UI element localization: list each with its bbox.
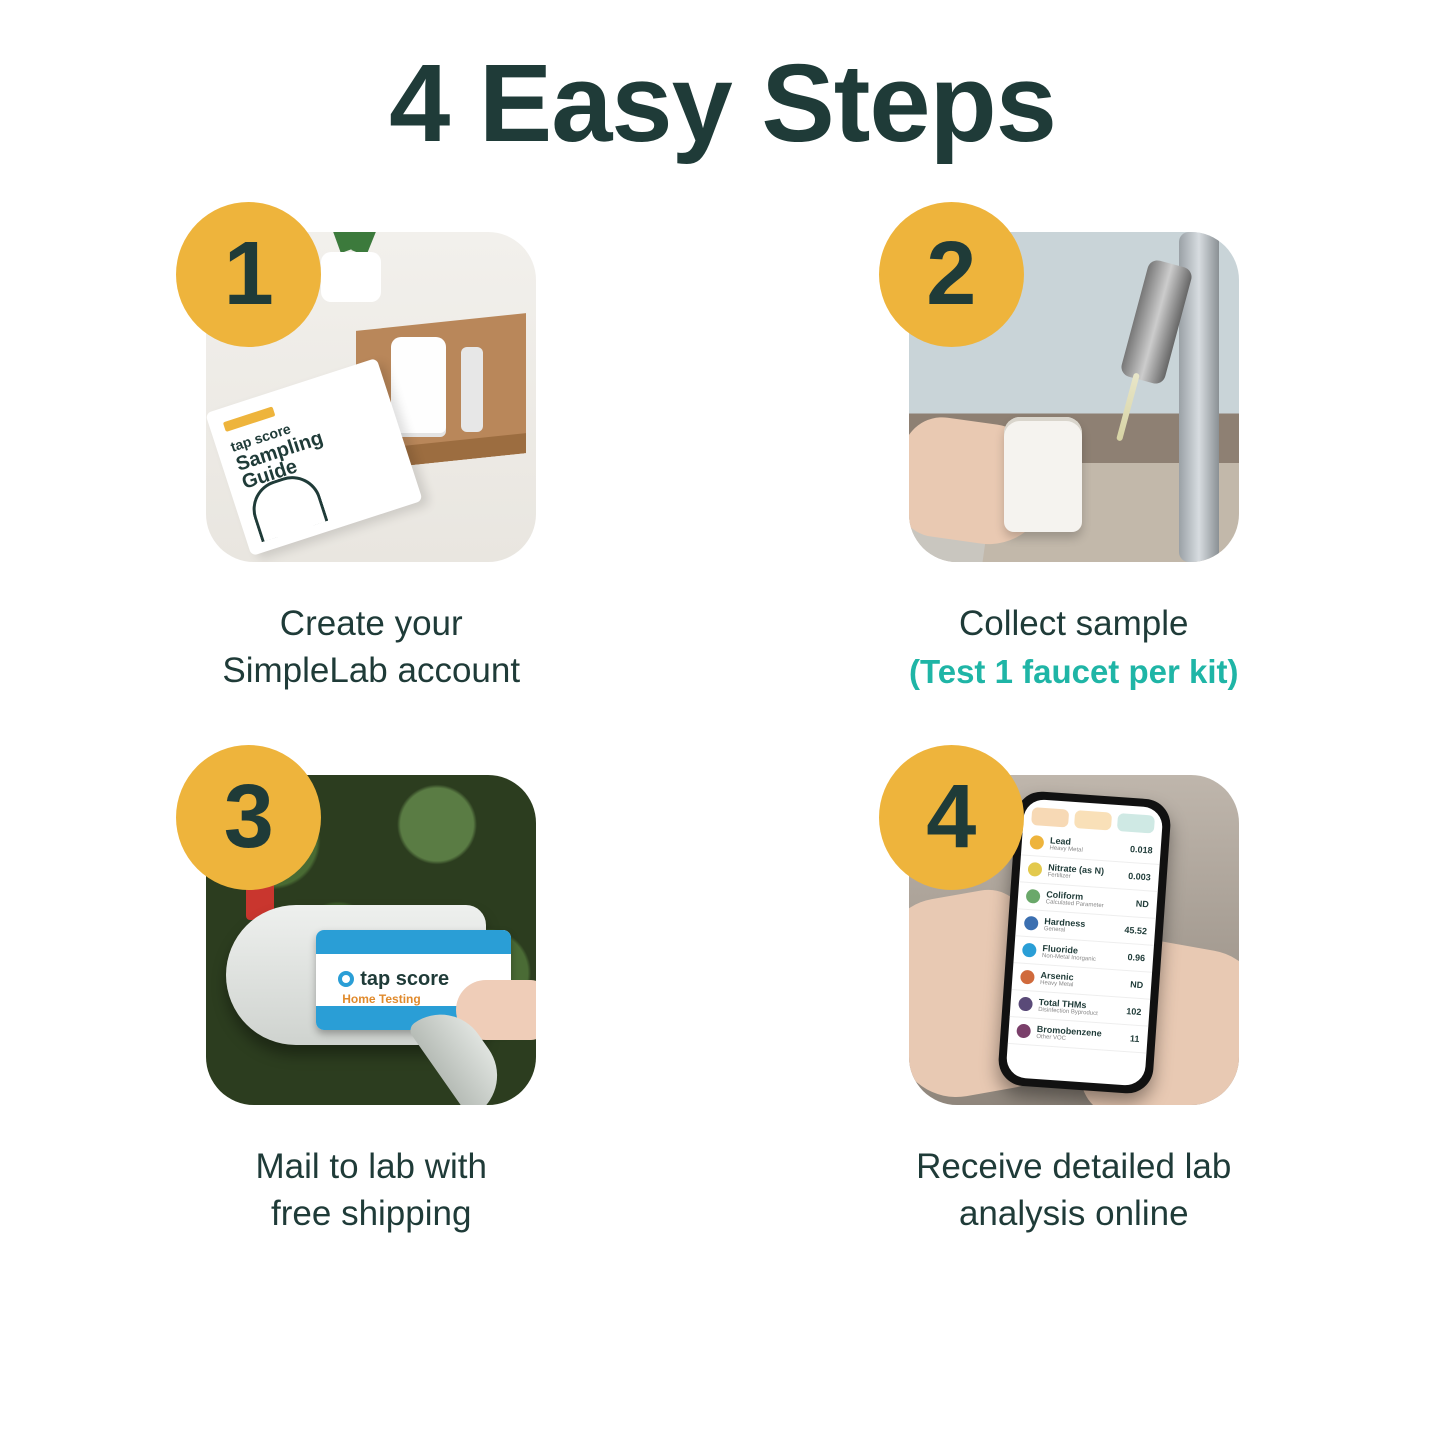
step-1-caption: Create your SimpleLab account xyxy=(222,600,520,695)
step-2-subcaption: (Test 1 faucet per kit) xyxy=(909,653,1238,691)
step-4-badge: 4 xyxy=(879,745,1024,890)
step-4-caption: Receive detailed lab analysis online xyxy=(916,1143,1231,1238)
results-list: LeadHeavy Metal0.018Nitrate (as N)Fertil… xyxy=(1007,828,1161,1053)
step-2-caption: Collect sample xyxy=(959,600,1189,647)
step-3-caption: Mail to lab with free shipping xyxy=(256,1143,487,1238)
phone-mockup: LeadHeavy Metal0.018Nitrate (as N)Fertil… xyxy=(997,789,1172,1094)
steps-grid: 1 tap score Sampling Guide Create your S… xyxy=(80,232,1365,1237)
step-2: 2 Collect sample (Test 1 faucet per kit) xyxy=(823,232,1326,695)
step-4: 4 LeadHeavy Metal0.018Nitrate (as N)Fert… xyxy=(823,775,1326,1238)
page-title: 4 Easy Steps xyxy=(80,40,1365,167)
step-3: 3 tap score Home Testing Mail to lab wit… xyxy=(120,775,623,1238)
step-2-badge: 2 xyxy=(879,202,1024,347)
step-3-badge: 3 xyxy=(176,745,321,890)
step-1: 1 tap score Sampling Guide Create your S… xyxy=(120,232,623,695)
step-1-badge: 1 xyxy=(176,202,321,347)
